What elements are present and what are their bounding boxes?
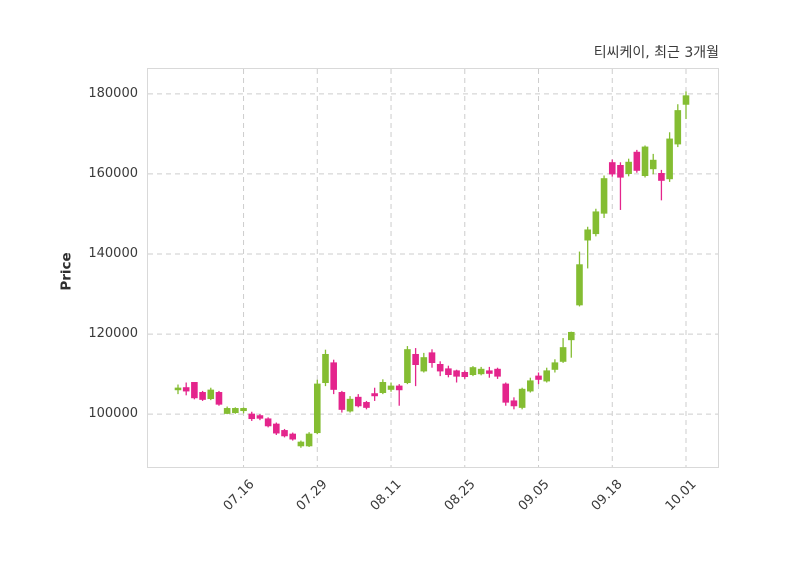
candle-body	[412, 353, 419, 365]
candle-body	[182, 387, 190, 392]
candle-body	[600, 178, 608, 214]
candle-body	[445, 368, 452, 376]
candle-body	[281, 430, 288, 437]
candle-body	[232, 408, 239, 414]
candle-body	[330, 362, 337, 390]
y-tick-label: 180000	[88, 85, 138, 101]
candle-body	[256, 415, 264, 419]
candle-body	[404, 349, 411, 384]
candle-body	[494, 368, 501, 377]
candle-body	[313, 383, 321, 434]
candle-body	[649, 159, 657, 170]
candle-body	[273, 423, 280, 434]
candle-body	[567, 331, 575, 341]
candle-body	[518, 388, 526, 408]
candle-body	[453, 370, 460, 377]
candle-body	[207, 389, 215, 400]
candle-body	[592, 211, 600, 235]
candle-body	[248, 413, 256, 420]
candle-body	[346, 398, 354, 412]
candle-body	[379, 382, 387, 394]
candle-body	[461, 372, 469, 378]
candle-body	[354, 396, 362, 407]
candle-body	[395, 385, 403, 391]
candle-body	[510, 400, 518, 407]
candle-body	[371, 393, 378, 397]
candle-body	[559, 347, 567, 362]
candle-body	[387, 385, 395, 390]
candle-body	[486, 370, 493, 374]
candle-body	[199, 392, 206, 400]
candle-body	[338, 392, 346, 410]
candle-body	[658, 173, 665, 181]
x-tick-label: 10.01	[662, 477, 700, 514]
candle-body	[682, 95, 690, 105]
candle-body	[305, 433, 313, 447]
candle-body	[223, 408, 231, 414]
candle-body	[363, 402, 370, 408]
x-tick-label: 08.11	[367, 477, 405, 514]
candle-body	[428, 352, 436, 363]
chart-title: 티씨케이, 최근 3개월	[593, 45, 719, 61]
plot-area	[147, 68, 719, 468]
candle-body	[576, 264, 583, 306]
candle-body	[543, 370, 551, 382]
candlestick-canvas	[148, 69, 718, 467]
candle-body	[264, 418, 272, 427]
candle-body	[674, 110, 682, 145]
candle-body	[420, 357, 428, 372]
candle-body	[535, 375, 542, 380]
x-tick-label: 07.29	[293, 477, 331, 514]
candle-body	[625, 161, 632, 175]
y-tick-label: 160000	[88, 165, 138, 181]
candle-body	[641, 146, 649, 177]
candle-body	[617, 164, 624, 178]
candle-body	[502, 383, 510, 403]
candle-body	[477, 368, 485, 375]
candle-body	[666, 138, 673, 180]
candle-body	[191, 382, 198, 399]
y-tick-label: 140000	[88, 245, 138, 261]
candle-body	[289, 433, 297, 440]
candle-body	[174, 387, 182, 391]
candle-body	[240, 408, 247, 412]
candle-body	[322, 353, 329, 384]
x-tick-label: 07.16	[220, 477, 258, 514]
y-axis-label: Price	[58, 252, 75, 291]
candle-body	[436, 363, 444, 372]
candle-body	[584, 229, 591, 241]
y-tick-label: 120000	[88, 326, 138, 342]
y-tick-label: 100000	[88, 406, 138, 422]
candle-body	[527, 380, 534, 392]
x-tick-label: 09.18	[588, 477, 626, 514]
candle-body	[469, 367, 477, 376]
candle-body	[551, 362, 559, 370]
candle-body	[297, 441, 305, 447]
candle-body	[215, 392, 223, 405]
candle-body	[633, 151, 641, 171]
candle-body	[608, 162, 616, 175]
x-tick-label: 09.05	[515, 477, 553, 514]
x-tick-label: 08.25	[441, 477, 479, 514]
